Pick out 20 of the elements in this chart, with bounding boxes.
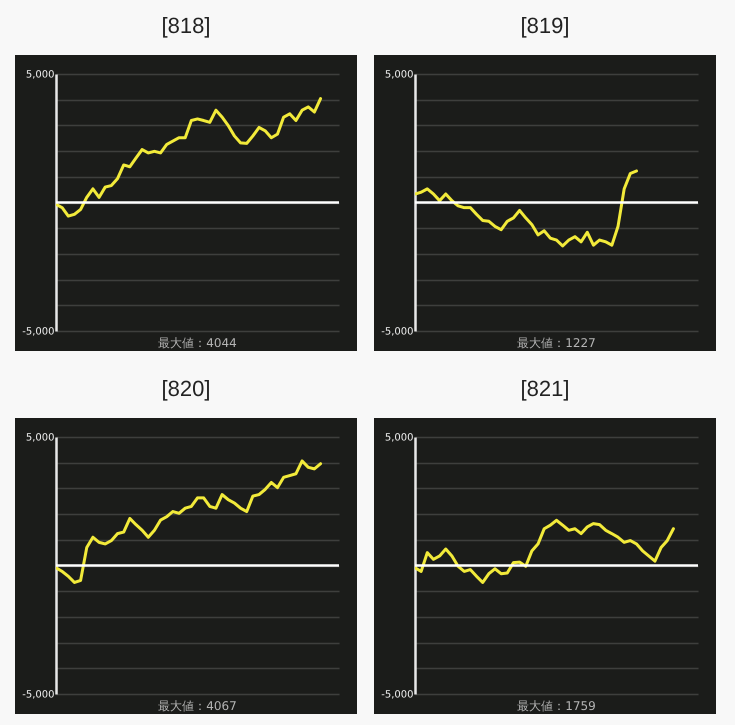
y-tick-label: 5,000 [384,432,414,444]
line-series [56,97,322,218]
y-tick-label: -5,000 [381,690,414,700]
y-tick-label: 5,000 [26,70,54,80]
y-tick-label: -5,000 [22,326,54,338]
chart-title: [818] [160,12,212,40]
y-tick-label: -5,000 [381,326,414,338]
y-tick-label: 5,000 [384,70,414,80]
y-tick-label: -5,000 [22,690,54,700]
text: 最大値：4044 [158,336,237,350]
text: 最大値：1227 [517,336,596,350]
text: 最大値：1759 [517,699,596,713]
text: 最大値：4067 [158,699,237,713]
chart-title: [821] [520,375,570,403]
line-series [415,518,675,584]
chart-title: [819] [520,12,570,40]
chart-title: [820] [160,375,212,403]
y-tick-label: 5,000 [26,432,54,444]
line-series [415,169,638,248]
line-series [56,459,322,584]
